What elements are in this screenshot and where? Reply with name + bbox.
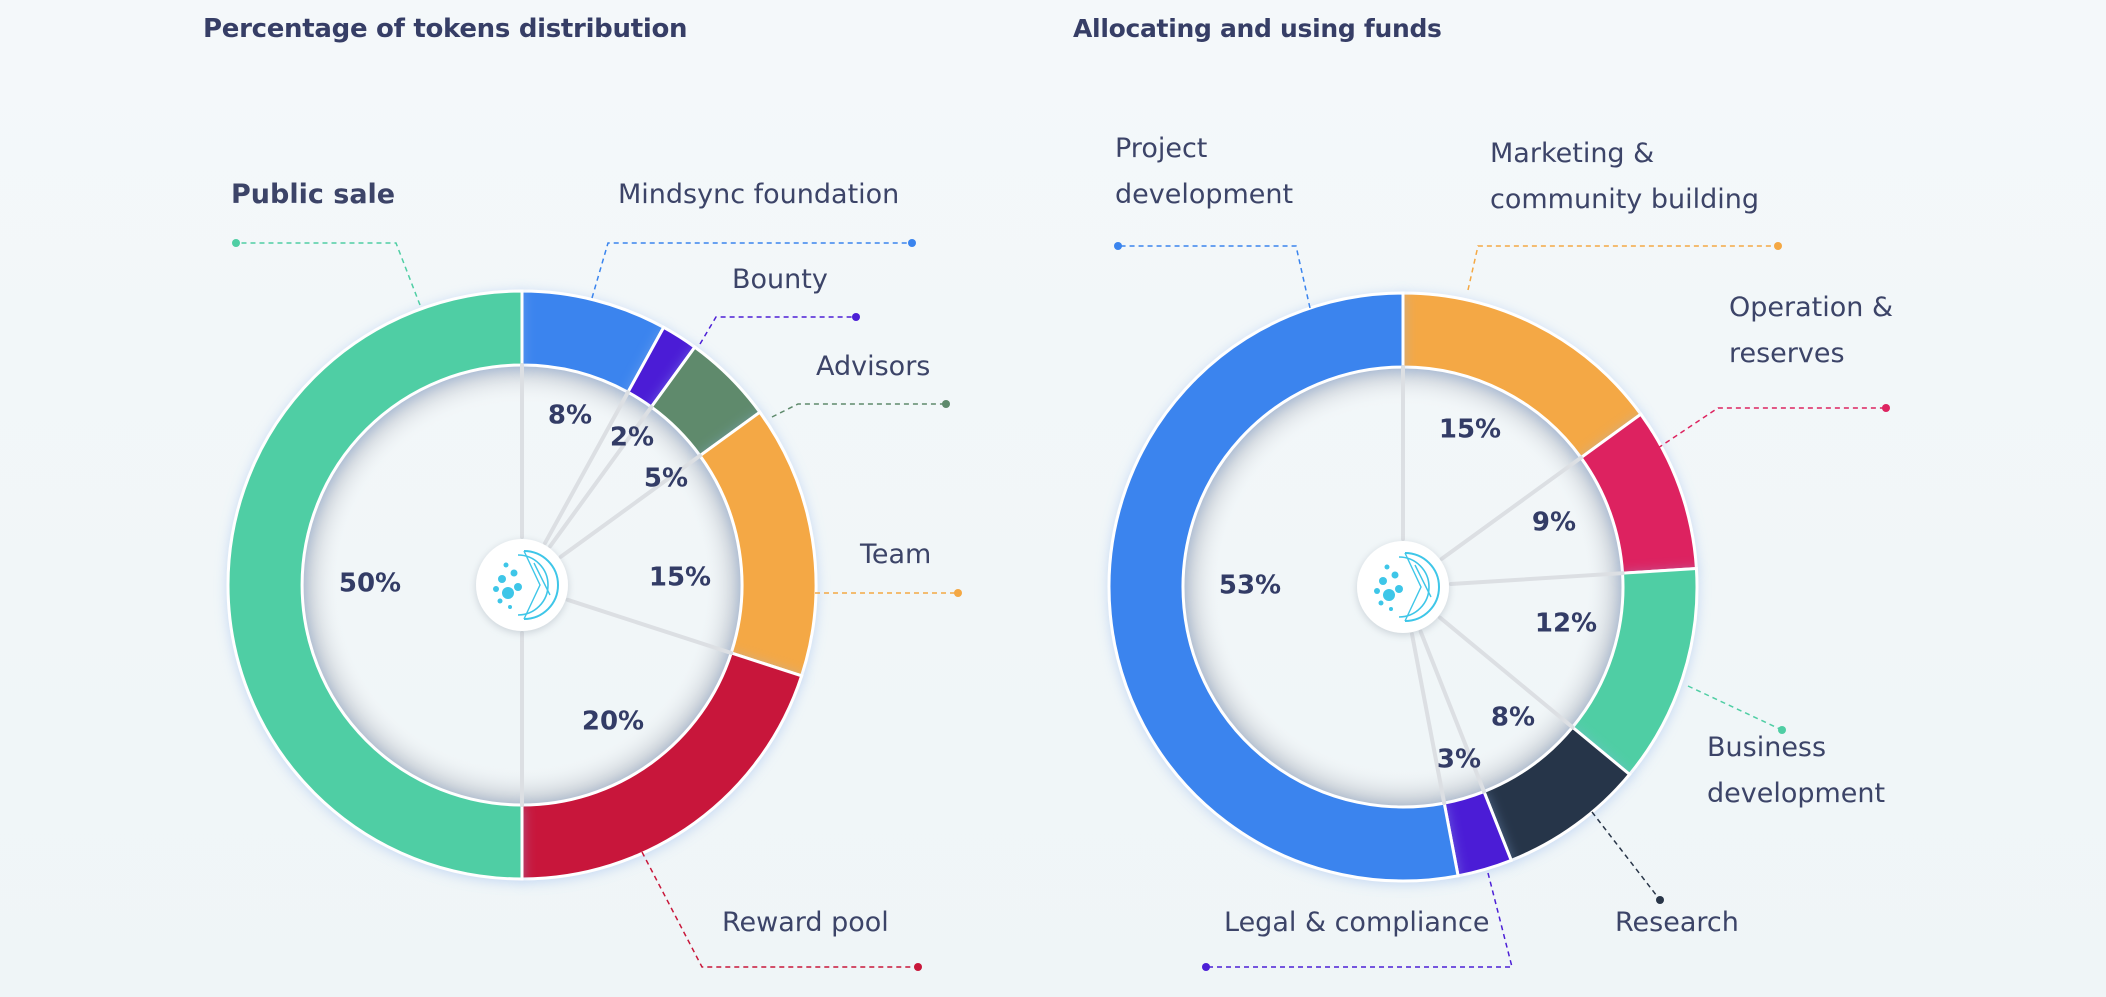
slice-value-label: 53% [1219, 571, 1281, 601]
slice-name-label: Mindsync foundation [618, 179, 899, 210]
leader-line [1657, 407, 1886, 449]
leader-dot [908, 239, 916, 247]
slice-value-label: 3% [1437, 745, 1481, 775]
slice-name-label: Legal & compliance [1224, 907, 1490, 938]
donut-divider-line [543, 390, 630, 545]
leader-line [771, 403, 946, 418]
slice-value-label: 15% [649, 563, 711, 593]
donut-divider-line [1418, 629, 1486, 794]
donut-divider-line [1437, 615, 1575, 730]
leader-dot [232, 239, 240, 247]
leader-dot [954, 589, 962, 597]
slice-value-label: 12% [1535, 609, 1597, 639]
leader-dot [1774, 242, 1782, 250]
slice-name-label: Research [1615, 907, 1739, 938]
slice-value-label: 9% [1532, 508, 1576, 538]
leader-line [699, 316, 856, 345]
chart-title-allocating-funds: Allocating and using funds [1073, 14, 1442, 43]
donut-divider-line [1439, 455, 1583, 561]
leader-line [591, 242, 912, 299]
leader-dot [1882, 404, 1890, 412]
donut-divider-line [548, 405, 654, 549]
leader-dot [914, 963, 922, 971]
slice-value-label: 15% [1439, 415, 1501, 445]
leader-dot [852, 313, 860, 321]
slice-name-label: Business development [1707, 732, 1885, 809]
slice-name-label: Project development [1115, 133, 1293, 210]
donut-slice-public-sale [226, 289, 524, 881]
slice-value-label: 8% [548, 401, 592, 431]
slice-name-label: Marketing & community building [1490, 138, 1759, 215]
donut-divider-line [1448, 571, 1625, 586]
donut-divider-line [1409, 632, 1447, 806]
slice-value-label: 50% [339, 569, 401, 599]
leader-line [1467, 245, 1778, 291]
leader-line [1206, 872, 1513, 968]
leader-line [641, 851, 918, 968]
slice-name-label: Reward pool [722, 907, 889, 938]
leader-dot [1656, 896, 1664, 904]
leader-dot [942, 400, 950, 408]
donut-divider-line [558, 453, 702, 559]
leader-line [1591, 811, 1661, 901]
leader-dot [1114, 242, 1122, 250]
leader-line [1118, 245, 1311, 309]
slice-name-label: Operation & reserves [1729, 292, 1893, 369]
chart-allocating-funds: 15% 9% 12% 8% 3% 53% Marketing & community buil… [1107, 133, 1893, 971]
slice-name-label: Advisors [816, 351, 930, 382]
slice-name-label: Team [859, 539, 931, 570]
slice-value-label: 8% [1491, 703, 1535, 733]
donut-divider-line [565, 597, 734, 655]
leader-line [1687, 685, 1783, 731]
slice-value-label: 2% [610, 423, 654, 453]
chart-tokens-distribution: 8% 2% 5% 15% 20% 50% Mindsync foundation Bounty… [226, 179, 962, 971]
leader-line [236, 242, 421, 306]
mindsync-globe-icon [476, 539, 568, 631]
chart-title-tokens-distribution: Percentage of tokens distribution [203, 14, 688, 44]
leader-dot [1202, 963, 1210, 971]
slice-name-label: Public sale [231, 179, 395, 210]
slice-value-label: 20% [582, 707, 644, 737]
slice-value-label: 5% [644, 464, 688, 494]
mindsync-globe-icon [1357, 541, 1449, 633]
slice-name-label: Bounty [732, 264, 828, 295]
leader-dot [1778, 726, 1786, 734]
donut-slice-project-development [1107, 291, 1460, 883]
